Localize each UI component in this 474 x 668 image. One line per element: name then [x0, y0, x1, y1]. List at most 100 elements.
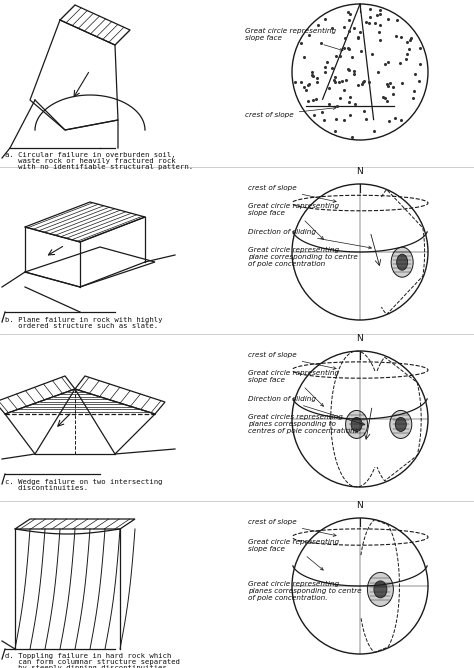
Point: [308, 66, 316, 77]
Point: [313, 77, 321, 88]
Point: [334, 101, 341, 112]
Point: [382, 58, 389, 69]
Point: [396, 58, 403, 69]
Point: [348, 52, 356, 63]
Point: [305, 79, 313, 90]
Point: [355, 32, 362, 43]
Text: by steeply dipping discontinuities.: by steeply dipping discontinuities.: [5, 665, 171, 668]
Ellipse shape: [397, 255, 408, 270]
Point: [376, 5, 384, 15]
Point: [374, 67, 382, 77]
Point: [346, 25, 353, 36]
Point: [292, 77, 299, 88]
Point: [368, 49, 375, 59]
Point: [411, 69, 419, 79]
Point: [350, 69, 357, 79]
Point: [370, 126, 378, 136]
Point: [410, 86, 417, 96]
Point: [317, 38, 324, 49]
Point: [328, 62, 336, 73]
Ellipse shape: [390, 410, 412, 438]
Point: [314, 19, 322, 30]
Point: [384, 14, 392, 25]
Text: N: N: [356, 501, 364, 510]
Point: [384, 81, 392, 92]
Text: with no identifiable structural pattern.: with no identifiable structural pattern.: [5, 164, 193, 170]
Text: Great circles representing
planes corresponding to
centres of pole concentration: Great circles representing planes corres…: [248, 414, 358, 434]
Point: [403, 37, 411, 47]
Ellipse shape: [374, 581, 387, 598]
Point: [389, 82, 397, 93]
Point: [374, 9, 381, 20]
Point: [345, 44, 352, 55]
Point: [398, 77, 405, 88]
Point: [313, 73, 321, 84]
Point: [366, 3, 374, 14]
Text: crest of slope: crest of slope: [245, 107, 336, 118]
Text: crest of slope: crest of slope: [248, 185, 336, 202]
Point: [417, 58, 424, 69]
Point: [321, 61, 329, 72]
Text: ordered structure such as slate.: ordered structure such as slate.: [5, 323, 158, 329]
Point: [330, 75, 338, 86]
Point: [326, 83, 333, 94]
Point: [402, 53, 410, 64]
Point: [346, 92, 354, 102]
Text: a. Circular failure in overburden soil,: a. Circular failure in overburden soil,: [5, 152, 176, 158]
Point: [350, 22, 358, 33]
Point: [304, 80, 311, 91]
Point: [362, 16, 370, 27]
Text: N: N: [356, 334, 364, 343]
Ellipse shape: [367, 572, 393, 607]
Point: [403, 49, 411, 59]
Point: [340, 85, 348, 96]
Point: [297, 37, 305, 48]
Point: [387, 77, 394, 88]
Point: [340, 22, 348, 33]
Point: [322, 67, 329, 77]
Text: Direction of sliding: Direction of sliding: [248, 396, 365, 426]
Point: [332, 114, 340, 125]
Point: [354, 79, 362, 90]
Point: [351, 99, 358, 110]
Ellipse shape: [346, 410, 368, 438]
Point: [349, 132, 356, 142]
Point: [304, 96, 311, 106]
Point: [354, 32, 362, 43]
Point: [318, 106, 326, 117]
Text: N: N: [356, 167, 364, 176]
Point: [341, 43, 348, 53]
Point: [310, 71, 317, 81]
Text: Great circle representing
planes corresponding to centre
of pole concentration.: Great circle representing planes corresp…: [248, 581, 362, 601]
Text: b. Plane failure in rock with highly: b. Plane failure in rock with highly: [5, 317, 163, 323]
Point: [331, 71, 339, 82]
Point: [345, 7, 352, 17]
Point: [397, 32, 404, 43]
Point: [398, 115, 405, 126]
Point: [310, 110, 318, 120]
Point: [356, 27, 364, 37]
Point: [361, 76, 368, 87]
Point: [338, 75, 346, 86]
Point: [331, 126, 339, 136]
Point: [309, 69, 316, 80]
Text: Great circle representing
slope face: Great circle representing slope face: [248, 370, 339, 406]
Point: [336, 77, 343, 88]
Point: [360, 106, 367, 116]
Point: [345, 65, 352, 75]
Point: [383, 78, 391, 89]
Text: can form columnar structure separated: can form columnar structure separated: [5, 659, 180, 665]
Point: [385, 116, 393, 127]
Point: [383, 96, 391, 107]
Point: [384, 57, 392, 67]
Point: [389, 88, 397, 99]
Point: [345, 96, 352, 107]
Point: [379, 92, 386, 102]
Point: [323, 56, 330, 67]
Point: [375, 27, 383, 37]
Text: discontinuities.: discontinuities.: [5, 485, 88, 491]
Text: Direction of sliding: Direction of sliding: [248, 229, 372, 249]
Point: [342, 75, 350, 86]
Point: [331, 77, 338, 88]
Ellipse shape: [395, 418, 406, 432]
